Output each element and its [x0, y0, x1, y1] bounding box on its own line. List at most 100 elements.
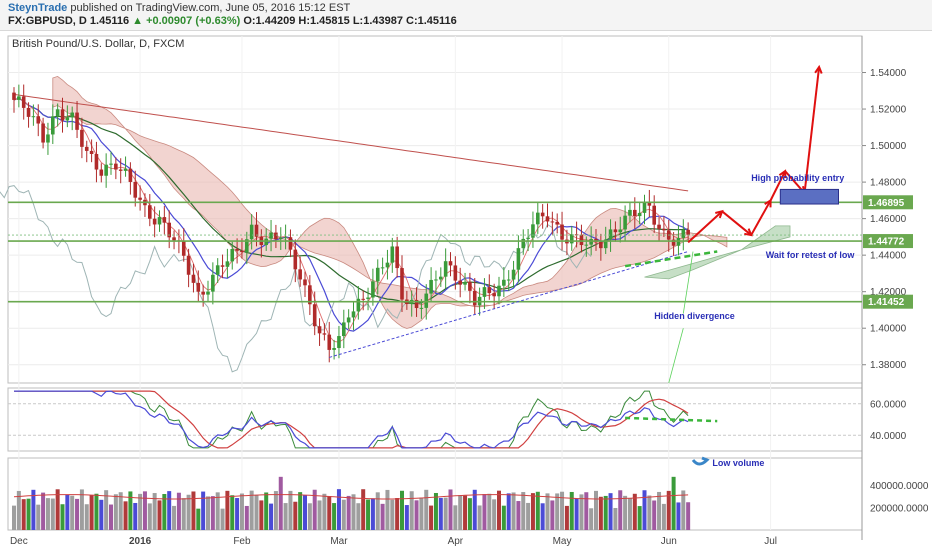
price-level-label: 1.41452 — [868, 297, 905, 308]
candle-body — [206, 291, 210, 295]
chart-canvas[interactable]: 1.38000 1.40000 1.42000 1.44000 1.46000 1.480… — [0, 30, 932, 550]
candle-body — [51, 116, 55, 135]
volume-bar — [157, 500, 162, 530]
projection-arrow-segment — [750, 199, 772, 236]
volume-bar — [293, 501, 298, 530]
candle-body — [652, 205, 656, 225]
author-link[interactable]: SteynTrade — [8, 2, 68, 14]
candle-body — [526, 237, 530, 239]
volume-bar — [273, 491, 278, 530]
price-tick-label: 1.38000 — [870, 360, 907, 371]
volume-bar — [477, 505, 482, 530]
candle-body — [497, 285, 501, 297]
candle-body — [148, 205, 152, 219]
candle-body — [337, 336, 341, 349]
candle-body — [157, 217, 162, 225]
volume-bar — [618, 490, 623, 530]
candle-body — [540, 212, 545, 217]
volume-bar — [283, 503, 288, 530]
volume-bar — [298, 492, 303, 530]
volume-bar — [70, 495, 75, 530]
volume-bar — [60, 504, 65, 530]
volume-bar — [288, 490, 293, 530]
candle-body — [686, 229, 690, 235]
volume-bar — [647, 495, 652, 530]
candle-body — [569, 234, 574, 244]
volume-bar — [366, 499, 371, 530]
candle-body — [220, 265, 225, 267]
low-value: L:1.43987 — [352, 15, 403, 27]
volume-bar — [632, 493, 637, 530]
volume-bar — [613, 507, 618, 530]
volume-bar — [555, 493, 560, 530]
candle-body — [65, 117, 70, 121]
volume-bar — [448, 489, 453, 530]
volume-bar — [239, 493, 244, 530]
time-tick-label: Dec — [10, 536, 28, 547]
annotation-low-volume: Low volume — [712, 458, 764, 468]
candle-body — [424, 293, 429, 308]
oscillator-tick-label: 40.0000 — [870, 431, 907, 442]
volume-bar — [356, 503, 361, 530]
candle-body — [400, 268, 404, 300]
candle-body — [560, 224, 564, 240]
volume-bar — [327, 496, 332, 530]
volume-bar — [463, 495, 468, 530]
time-tick-label: Apr — [448, 536, 464, 547]
volume-bar — [453, 505, 458, 530]
price-tick-label: 1.40000 — [870, 324, 907, 335]
volume-bar — [666, 490, 671, 530]
volume-bar — [75, 498, 80, 530]
candle-body — [351, 311, 356, 318]
volume-bar — [220, 508, 225, 530]
candle-body — [332, 348, 336, 350]
candle-body — [80, 129, 84, 147]
volume-bar — [424, 489, 429, 530]
volume-bar — [361, 489, 366, 530]
publish-info: published on TradingView.com, June 05, 2… — [70, 2, 351, 14]
candle-body — [312, 304, 317, 327]
candle-body — [167, 222, 171, 238]
candle-body — [201, 291, 205, 295]
volume-bar — [191, 491, 196, 530]
lagging-span-line — [0, 185, 592, 373]
candle-body — [628, 209, 632, 216]
price-level-label: 1.46895 — [868, 198, 905, 209]
volume-bar — [230, 495, 235, 530]
ma-200-line — [13, 93, 689, 192]
volume-bar — [623, 495, 628, 530]
candle-body — [196, 282, 201, 292]
price-panel — [7, 35, 863, 384]
volume-bar — [482, 494, 487, 530]
candle-body — [114, 163, 118, 170]
volume-bar — [21, 499, 26, 530]
volume-bar — [36, 504, 41, 530]
volume-bar — [458, 495, 463, 530]
candle-body — [448, 261, 453, 266]
volume-bar — [172, 505, 177, 530]
candle-body — [123, 168, 128, 171]
time-tick-label: 2016 — [129, 536, 152, 547]
candle-body — [254, 224, 259, 237]
volume-bar — [603, 495, 608, 530]
candle-body — [191, 274, 196, 283]
volume-bar — [608, 493, 613, 530]
candle-body — [172, 237, 176, 241]
volume-bar — [176, 492, 181, 530]
volume-bar — [186, 494, 191, 530]
candle-body — [584, 244, 589, 246]
candle-body — [240, 250, 244, 253]
volume-bar — [443, 497, 448, 530]
volume-bar — [147, 503, 152, 530]
oscillator-divergence-line — [625, 416, 718, 423]
volume-bar — [142, 491, 147, 530]
volume-bar — [45, 498, 50, 530]
time-tick-label: Feb — [233, 536, 251, 547]
candle-body — [94, 153, 99, 170]
price-tick-label: 1.50000 — [870, 141, 907, 152]
candle-body — [371, 281, 375, 298]
price-tick-label: 1.46000 — [870, 214, 907, 225]
volume-bar — [206, 496, 210, 530]
candle-body — [366, 297, 370, 299]
volume-bar — [128, 491, 133, 530]
